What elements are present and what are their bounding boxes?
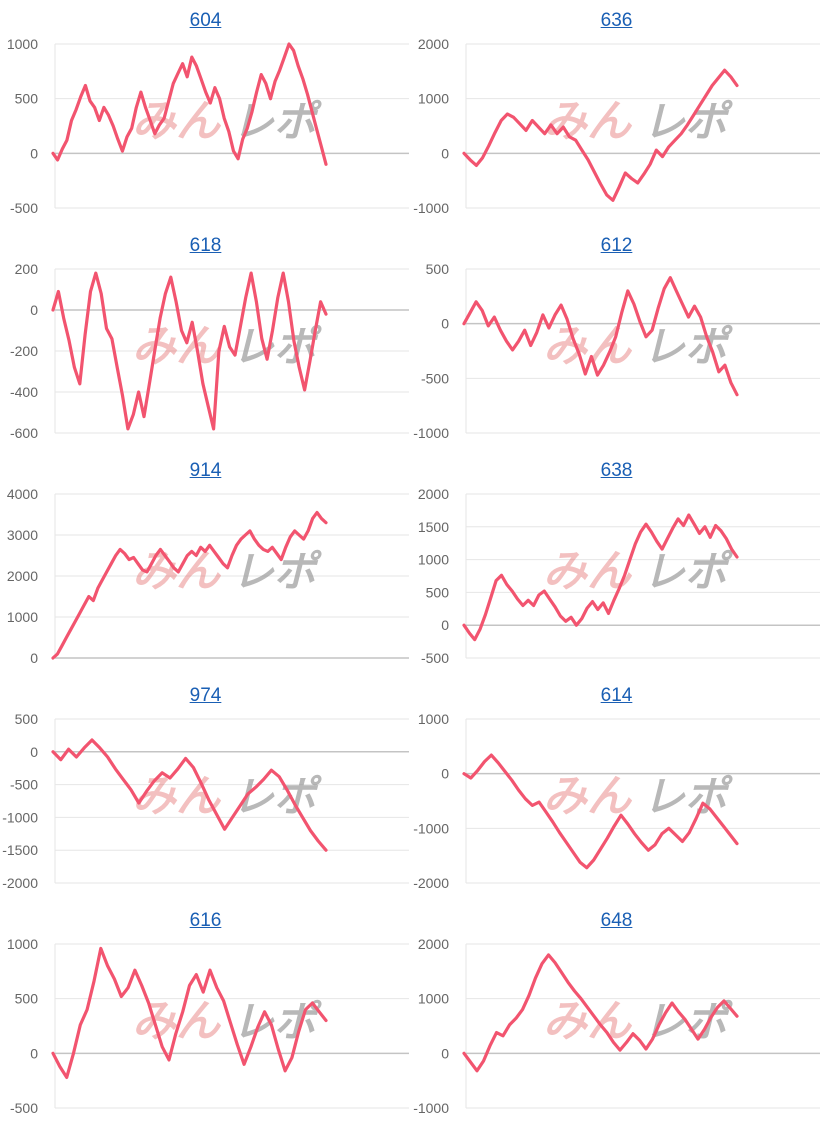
series-line	[51, 510, 328, 660]
y-tick-label: 0	[30, 650, 38, 666]
y-tick-label: -1000	[2, 809, 38, 825]
chart-title-link[interactable]: 616	[189, 910, 222, 931]
chart-title-link[interactable]: 974	[189, 685, 222, 706]
y-tick-label: 2000	[7, 568, 38, 584]
series-line	[462, 513, 739, 642]
y-tick-label: 1000	[418, 552, 449, 568]
y-tick-label: 4000	[7, 486, 38, 502]
chart-panel: 604 1000 500 0 -500 みん レポ	[0, 0, 411, 225]
y-tick-label: 0	[441, 1045, 449, 1061]
y-tick-label: 0	[441, 617, 449, 633]
chart-panel: 648 2000 1000 0 -1000 みん レポ	[411, 900, 822, 1125]
y-tick-label: 500	[15, 991, 39, 1007]
series-line	[51, 271, 328, 431]
y-tick-label: 0	[30, 302, 38, 318]
y-tick-label: 2000	[418, 36, 449, 52]
watermark-logo-red: みん	[543, 996, 633, 1047]
y-tick-label: -500	[10, 200, 38, 216]
y-tick-label: 1000	[418, 991, 449, 1007]
y-tick-label: 1000	[7, 609, 38, 625]
y-tick-label: 1000	[418, 91, 449, 107]
y-tick-label: -1000	[413, 425, 449, 441]
y-tick-label: -600	[10, 425, 38, 441]
series-line	[51, 738, 328, 852]
watermark-logo-gray: レポ	[232, 322, 322, 371]
watermark-logo-red: みん	[543, 96, 633, 147]
watermark-logo-gray: レポ	[643, 322, 733, 371]
watermark-logo-gray: レポ	[643, 772, 733, 821]
y-tick-label: 1500	[418, 519, 449, 535]
chart-panel: 638 2000 1500 1000 500 0 -500 みん レポ	[411, 450, 822, 675]
chart-title-link[interactable]: 612	[600, 235, 633, 256]
watermark-logo-gray: レポ	[643, 547, 733, 596]
y-tick-label: -1000	[413, 1100, 449, 1116]
y-tick-label: 200	[15, 261, 39, 277]
chart-title-link[interactable]: 604	[189, 10, 222, 31]
y-tick-label: -200	[10, 343, 38, 359]
y-tick-label: 500	[15, 711, 39, 727]
y-tick-label: -2000	[2, 875, 38, 891]
chart-panel: 616 1000 500 0 -500 みん レポ	[0, 900, 411, 1125]
chart-panel: 974 500 0 -500 -1000 -1500 -2000 みん レポ	[0, 675, 411, 900]
y-tick-label: 0	[30, 1045, 38, 1061]
y-tick-label: -500	[10, 1100, 38, 1116]
y-tick-label: -2000	[413, 875, 449, 891]
watermark-logo-gray: レポ	[232, 997, 322, 1046]
y-tick-label: 0	[30, 145, 38, 161]
y-tick-label: 0	[30, 744, 38, 760]
y-tick-label: -1000	[413, 200, 449, 216]
watermark-logo-red: みん	[543, 771, 633, 822]
series-line	[462, 276, 739, 397]
y-tick-label: -500	[10, 777, 38, 793]
line-chart: 1000 500 0 -500 みん レポ	[7, 36, 409, 216]
series-line	[51, 946, 328, 1079]
y-tick-label: 1000	[418, 711, 449, 727]
series-line	[462, 753, 739, 870]
series-line	[51, 42, 328, 166]
y-tick-label: 0	[441, 145, 449, 161]
y-tick-label: 0	[441, 766, 449, 782]
watermark-logo-red: みん	[132, 321, 222, 372]
chart-title-link[interactable]: 648	[600, 910, 633, 931]
y-tick-label: 500	[15, 91, 39, 107]
y-tick-label: -500	[421, 370, 449, 386]
y-tick-label: -400	[10, 384, 38, 400]
chart-panel: 618 200 0 -200 -400 -600 みん レポ	[0, 225, 411, 450]
y-tick-label: -500	[421, 650, 449, 666]
line-chart: 1000 0 -1000 -2000 みん レポ	[413, 711, 820, 891]
chart-title-link[interactable]: 914	[189, 460, 222, 481]
chart-panel: 612 500 0 -500 -1000 みん レポ	[411, 225, 822, 450]
chart-title-link[interactable]: 618	[189, 235, 222, 256]
line-chart: 1000 500 0 -500 みん レポ	[7, 936, 409, 1116]
y-tick-label: -1000	[413, 820, 449, 836]
chart-panel: 914 4000 3000 2000 1000 0 みん レポ	[0, 450, 411, 675]
watermark-logo-red: みん	[132, 96, 222, 147]
y-tick-label: 2000	[418, 936, 449, 952]
chart-title-link[interactable]: 638	[600, 460, 633, 481]
watermark-logo-gray: レポ	[232, 97, 322, 146]
y-tick-label: 2000	[418, 486, 449, 502]
y-tick-label: -1500	[2, 842, 38, 858]
chart-panel: 636 2000 1000 0 -1000 みん レポ	[411, 0, 822, 225]
y-tick-label: 0	[441, 316, 449, 332]
y-tick-label: 500	[426, 261, 450, 277]
y-tick-label: 1000	[7, 36, 38, 52]
series-line	[462, 953, 739, 1073]
line-chart: 200 0 -200 -400 -600 みん レポ	[10, 261, 409, 441]
watermark-logo-red: みん	[132, 996, 222, 1047]
y-tick-label: 500	[426, 584, 450, 600]
chart-panel: 614 1000 0 -1000 -2000 みん レポ	[411, 675, 822, 900]
chart-title-link[interactable]: 614	[600, 685, 633, 706]
y-tick-label: 3000	[7, 527, 38, 543]
series-line	[462, 68, 739, 202]
chart-title-link[interactable]: 636	[600, 10, 633, 31]
y-tick-label: 1000	[7, 936, 38, 952]
